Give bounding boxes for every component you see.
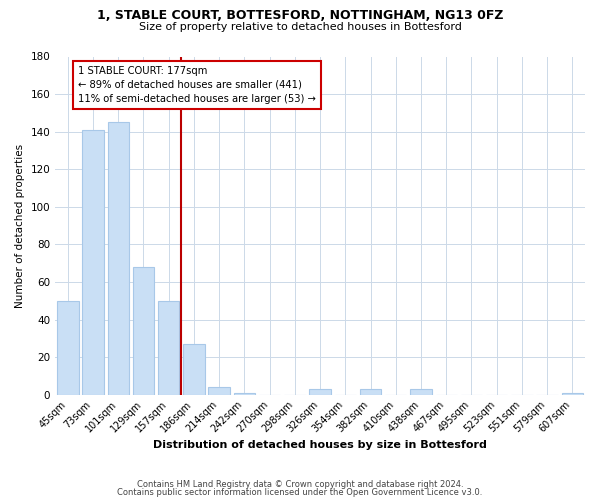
X-axis label: Distribution of detached houses by size in Bottesford: Distribution of detached houses by size … <box>153 440 487 450</box>
Bar <box>183 344 205 395</box>
Text: Contains HM Land Registry data © Crown copyright and database right 2024.: Contains HM Land Registry data © Crown c… <box>137 480 463 489</box>
Bar <box>57 300 79 394</box>
Text: Contains public sector information licensed under the Open Government Licence v3: Contains public sector information licen… <box>118 488 482 497</box>
Bar <box>360 389 381 394</box>
Y-axis label: Number of detached properties: Number of detached properties <box>15 144 25 308</box>
Bar <box>107 122 129 394</box>
Bar <box>562 393 583 394</box>
Text: 1 STABLE COURT: 177sqm
← 89% of detached houses are smaller (441)
11% of semi-de: 1 STABLE COURT: 177sqm ← 89% of detached… <box>79 66 316 104</box>
Bar <box>82 130 104 394</box>
Bar <box>410 389 432 394</box>
Bar <box>158 300 179 394</box>
Text: Size of property relative to detached houses in Bottesford: Size of property relative to detached ho… <box>139 22 461 32</box>
Text: 1, STABLE COURT, BOTTESFORD, NOTTINGHAM, NG13 0FZ: 1, STABLE COURT, BOTTESFORD, NOTTINGHAM,… <box>97 9 503 22</box>
Bar <box>133 267 154 394</box>
Bar <box>208 387 230 394</box>
Bar <box>233 393 255 394</box>
Bar <box>310 389 331 394</box>
